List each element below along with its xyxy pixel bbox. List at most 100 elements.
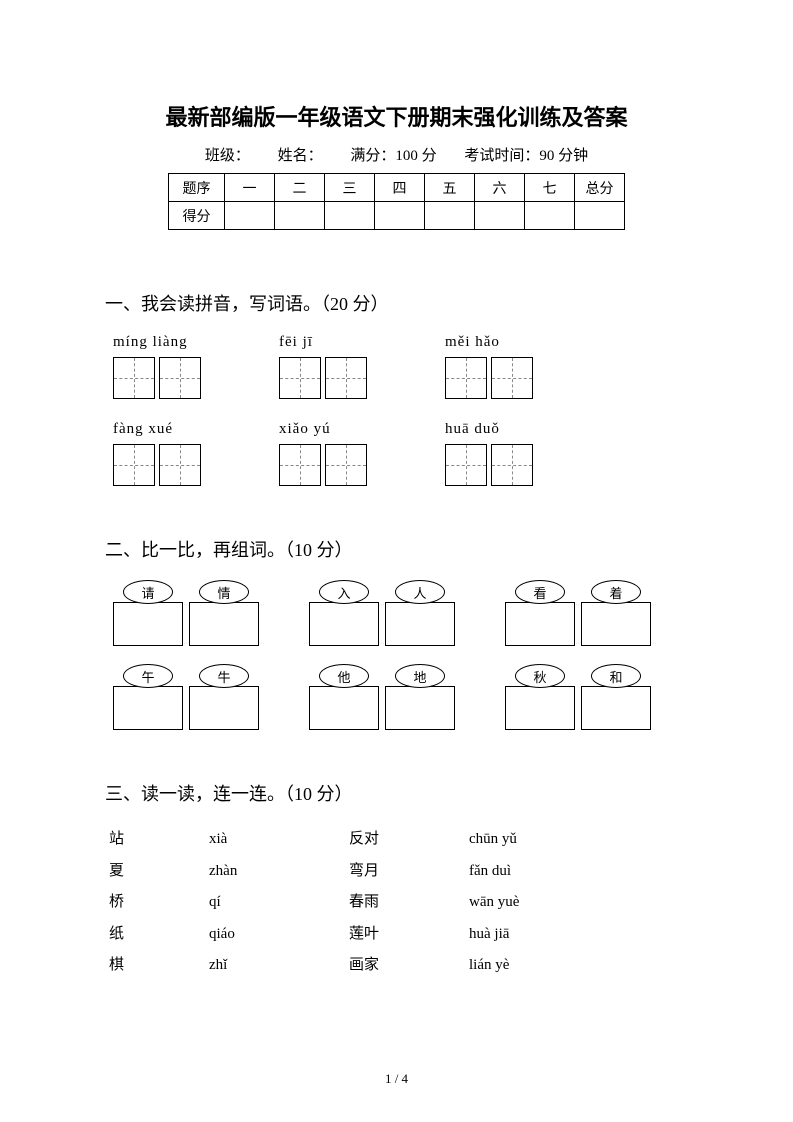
char-box[interactable] [279, 357, 321, 399]
match-row: 桥 qí 春雨 wān yuè [109, 887, 688, 919]
score-cell[interactable] [325, 202, 375, 230]
pinyin-set-2: fàng xué xiǎo yú huā duǒ [105, 421, 688, 486]
match-word: 春雨 [349, 887, 469, 919]
compare-group: 秋 和 [505, 664, 651, 730]
match-word: 画家 [349, 950, 469, 982]
char-oval: 和 [591, 664, 641, 688]
char-oval: 午 [123, 664, 173, 688]
char-oval: 情 [199, 580, 249, 604]
char-box[interactable] [325, 357, 367, 399]
pinyin-group: měi hǎo [445, 334, 533, 399]
pinyin-group: huā duǒ [445, 421, 533, 486]
match-pinyin2: lián yè [469, 950, 509, 982]
match-char: 棋 [109, 950, 209, 982]
compare-group: 午 牛 [113, 664, 259, 730]
match-row: 棋 zhǐ 画家 lián yè [109, 950, 688, 982]
pinyin-text: fēi jī [279, 334, 367, 351]
word-box[interactable] [505, 686, 575, 730]
word-box[interactable] [581, 602, 651, 646]
name-label: 姓名： [278, 148, 323, 164]
char-box[interactable] [445, 444, 487, 486]
col-7: 七 [525, 174, 575, 202]
word-box[interactable] [505, 602, 575, 646]
col-5: 五 [425, 174, 475, 202]
word-box[interactable] [113, 686, 183, 730]
char-box[interactable] [445, 357, 487, 399]
match-pinyin: zhàn [209, 856, 349, 888]
compare-group: 他 地 [309, 664, 455, 730]
char-oval: 人 [395, 580, 445, 604]
class-label: 班级： [205, 148, 250, 164]
char-oval: 秋 [515, 664, 565, 688]
match-table: 站 xià 反对 chūn yǔ 夏 zhàn 弯月 fǎn duì 桥 qí … [105, 824, 688, 982]
score-cell[interactable] [425, 202, 475, 230]
score-input-row: 得分 [169, 202, 625, 230]
word-box[interactable] [189, 602, 259, 646]
word-box[interactable] [309, 686, 379, 730]
section-2: 二、比一比，再组词。（10 分） 请 情 入 人 看 着 午 牛 他 地 秋 和 [105, 536, 688, 730]
char-box[interactable] [491, 444, 533, 486]
score-cell[interactable] [225, 202, 275, 230]
score-cell[interactable] [275, 202, 325, 230]
pinyin-set-1: míng liàng fēi jī měi hǎo [105, 334, 688, 399]
pinyin-group: xiǎo yú [279, 421, 367, 486]
section-1-title: 一、我会读拼音，写词语。（20 分） [105, 290, 688, 316]
col-4: 四 [375, 174, 425, 202]
score-label: 得分 [169, 202, 225, 230]
score-cell[interactable] [375, 202, 425, 230]
pinyin-text: fàng xué [113, 421, 201, 438]
score-cell[interactable] [575, 202, 625, 230]
info-line: 班级： 姓名： 满分：100 分 考试时间：90 分钟 [105, 144, 688, 165]
match-row: 夏 zhàn 弯月 fǎn duì [109, 856, 688, 888]
match-pinyin2: fǎn duì [469, 856, 511, 888]
match-pinyin2: wān yuè [469, 887, 519, 919]
compare-group: 入 人 [309, 580, 455, 646]
pinyin-text: xiǎo yú [279, 421, 367, 438]
question-order-label: 题序 [169, 174, 225, 202]
match-row: 站 xià 反对 chūn yǔ [109, 824, 688, 856]
section-3-title: 三、读一读，连一连。（10 分） [105, 780, 688, 806]
word-box[interactable] [385, 602, 455, 646]
char-oval: 请 [123, 580, 173, 604]
char-box[interactable] [113, 444, 155, 486]
char-box[interactable] [159, 444, 201, 486]
word-box[interactable] [309, 602, 379, 646]
char-oval: 地 [395, 664, 445, 688]
score-cell[interactable] [525, 202, 575, 230]
col-3: 三 [325, 174, 375, 202]
match-char: 纸 [109, 919, 209, 951]
word-box[interactable] [581, 686, 651, 730]
col-1: 一 [225, 174, 275, 202]
match-row: 纸 qiáo 莲叶 huà jiā [109, 919, 688, 951]
char-box[interactable] [325, 444, 367, 486]
match-word: 弯月 [349, 856, 469, 888]
char-box[interactable] [491, 357, 533, 399]
col-2: 二 [275, 174, 325, 202]
compare-row-2: 午 牛 他 地 秋 和 [105, 664, 688, 730]
compare-row-1: 请 情 入 人 看 着 [105, 580, 688, 646]
word-box[interactable] [189, 686, 259, 730]
score-cell[interactable] [475, 202, 525, 230]
match-pinyin: qí [209, 887, 349, 919]
word-box[interactable] [385, 686, 455, 730]
char-oval: 牛 [199, 664, 249, 688]
char-box[interactable] [279, 444, 321, 486]
char-oval: 看 [515, 580, 565, 604]
pinyin-group: míng liàng [113, 334, 201, 399]
col-total: 总分 [575, 174, 625, 202]
match-pinyin: zhǐ [209, 950, 349, 982]
match-word: 反对 [349, 824, 469, 856]
match-char: 夏 [109, 856, 209, 888]
char-oval: 他 [319, 664, 369, 688]
char-box[interactable] [113, 357, 155, 399]
pinyin-text: huā duǒ [445, 421, 533, 438]
word-box[interactable] [113, 602, 183, 646]
match-pinyin2: huà jiā [469, 919, 509, 951]
char-oval: 着 [591, 580, 641, 604]
match-pinyin2: chūn yǔ [469, 824, 517, 856]
full-score: 满分：100 分 [350, 148, 436, 164]
exam-time: 考试时间：90 分钟 [464, 148, 588, 164]
char-oval: 入 [319, 580, 369, 604]
section-3: 三、读一读，连一连。（10 分） 站 xià 反对 chūn yǔ 夏 zhàn… [105, 780, 688, 982]
char-box[interactable] [159, 357, 201, 399]
